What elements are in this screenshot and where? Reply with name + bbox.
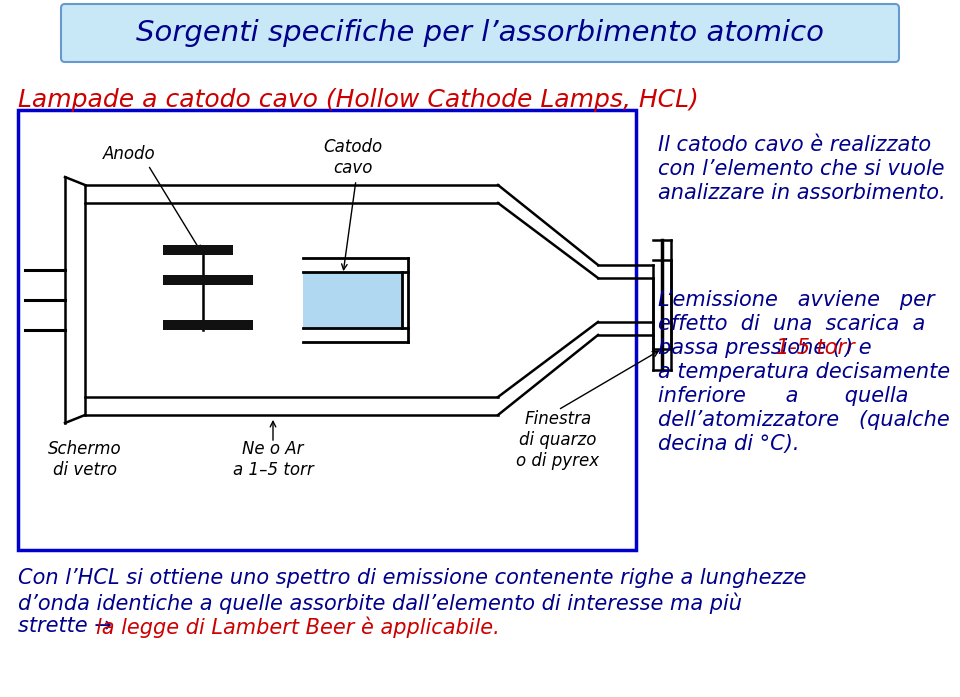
Text: la legge di Lambert Beer è applicabile.: la legge di Lambert Beer è applicabile. bbox=[96, 616, 500, 638]
Text: d’onda identiche a quelle assorbite dall’elemento di interesse ma più: d’onda identiche a quelle assorbite dall… bbox=[18, 592, 742, 613]
Text: analizzare in assorbimento.: analizzare in assorbimento. bbox=[658, 183, 946, 203]
Bar bbox=[163, 320, 253, 330]
Text: Sorgenti specifiche per l’assorbimento atomico: Sorgenti specifiche per l’assorbimento a… bbox=[136, 19, 824, 47]
Text: Catodo
cavo: Catodo cavo bbox=[324, 138, 383, 177]
Text: inferiore      a       quella: inferiore a quella bbox=[658, 386, 908, 406]
Text: decina di °C).: decina di °C). bbox=[658, 434, 800, 454]
Text: Con l’HCL si ottiene uno spettro di emissione contenente righe a lunghezze: Con l’HCL si ottiene uno spettro di emis… bbox=[18, 568, 806, 588]
Bar bbox=[163, 275, 253, 285]
Bar bbox=[163, 245, 233, 255]
Text: Anodo: Anodo bbox=[103, 145, 156, 163]
Text: Lampade a catodo cavo (Hollow Cathode Lamps, HCL): Lampade a catodo cavo (Hollow Cathode La… bbox=[18, 88, 699, 112]
Text: Schermo
di vetro: Schermo di vetro bbox=[48, 440, 122, 479]
Text: strette →: strette → bbox=[18, 616, 118, 636]
Text: 1-5 torr: 1-5 torr bbox=[776, 338, 854, 358]
Text: L’emissione   avviene   per: L’emissione avviene per bbox=[658, 290, 935, 310]
Text: bassa pressione (: bassa pressione ( bbox=[658, 338, 841, 358]
Text: effetto  di  una  scarica  a: effetto di una scarica a bbox=[658, 314, 925, 334]
Bar bbox=[18, 110, 636, 550]
Text: Finestra
di quarzo
o di pyrex: Finestra di quarzo o di pyrex bbox=[516, 410, 600, 470]
Text: ) e: ) e bbox=[844, 338, 872, 358]
FancyBboxPatch shape bbox=[61, 4, 899, 62]
Text: dell’atomizzatore   (qualche: dell’atomizzatore (qualche bbox=[658, 410, 949, 430]
Text: a temperatura decisamente: a temperatura decisamente bbox=[658, 362, 950, 382]
Text: Ne o Ar
a 1–5 torr: Ne o Ar a 1–5 torr bbox=[232, 440, 313, 479]
Bar bbox=[303, 272, 402, 328]
Text: Il catodo cavo è realizzato: Il catodo cavo è realizzato bbox=[658, 135, 931, 155]
Text: con l’elemento che si vuole: con l’elemento che si vuole bbox=[658, 159, 945, 179]
